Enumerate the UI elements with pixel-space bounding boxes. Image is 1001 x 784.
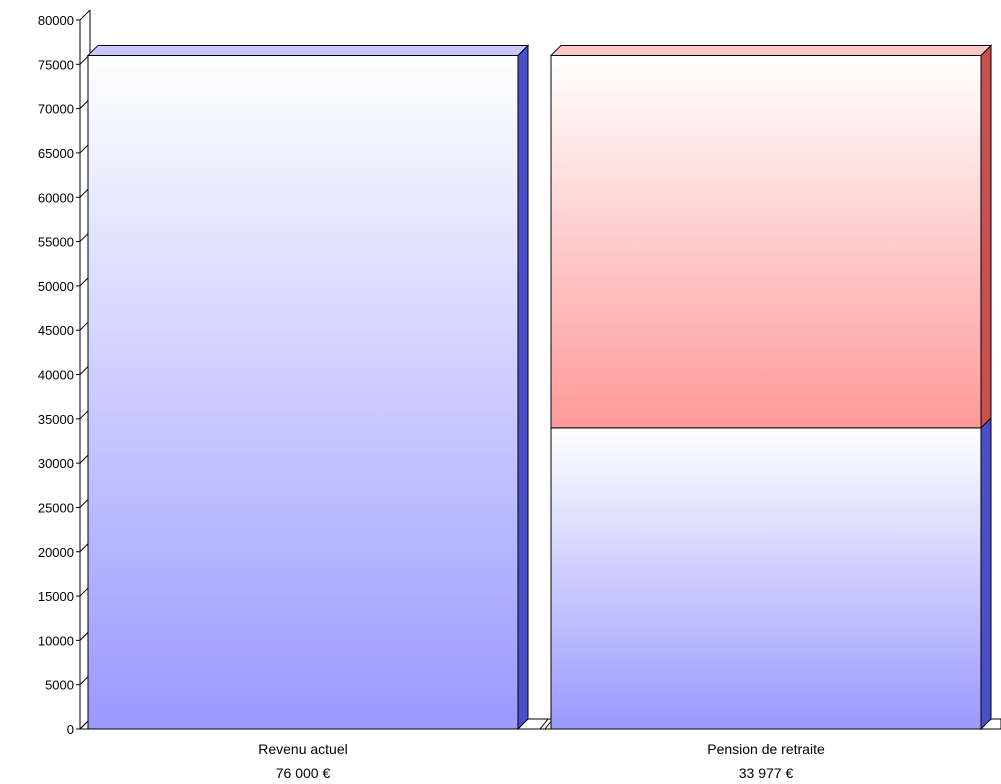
y-tick-label: 70000 [38, 102, 74, 117]
y-tick-label: 30000 [38, 456, 74, 471]
value-label: 33 977 € [739, 765, 794, 781]
labels-layer: 0 5000 10000 15000 20000 25000 30000 35000 40000… [38, 13, 825, 781]
y-tick-label: 60000 [38, 190, 74, 205]
y-tick-label: 65000 [38, 146, 74, 161]
y-tick-label: 5000 [45, 678, 74, 693]
y-tick-label: 20000 [38, 545, 74, 560]
y-tick-label: 50000 [38, 279, 74, 294]
category-label: Revenu actuel [258, 741, 348, 757]
y-tick-label: 35000 [38, 412, 74, 427]
value-label: 76 000 € [276, 765, 331, 781]
category-label: Pension de retraite [707, 741, 825, 757]
bars-layer [86, 44, 993, 731]
bar-segment [87, 54, 519, 730]
y-tick-label: 10000 [38, 633, 74, 648]
bar-side-face [980, 44, 992, 430]
bar-top-face [549, 44, 993, 56]
y-tick-label: 15000 [38, 589, 74, 604]
y-tick-label: 0 [67, 722, 74, 737]
y-tick-depth [79, 9, 91, 21]
y-tick-label: 25000 [38, 500, 74, 515]
y-tick-label: 75000 [38, 57, 74, 72]
bar-side-face [517, 44, 529, 731]
y-tick-label: 80000 [38, 13, 74, 28]
y-tick-label: 55000 [38, 235, 74, 250]
bar-segment [550, 54, 982, 429]
y-tick-label: 45000 [38, 323, 74, 338]
y-tick-label: 40000 [38, 368, 74, 383]
bar-side-face [980, 416, 992, 731]
bar-top-face [86, 44, 530, 56]
bar-segment [550, 427, 982, 730]
